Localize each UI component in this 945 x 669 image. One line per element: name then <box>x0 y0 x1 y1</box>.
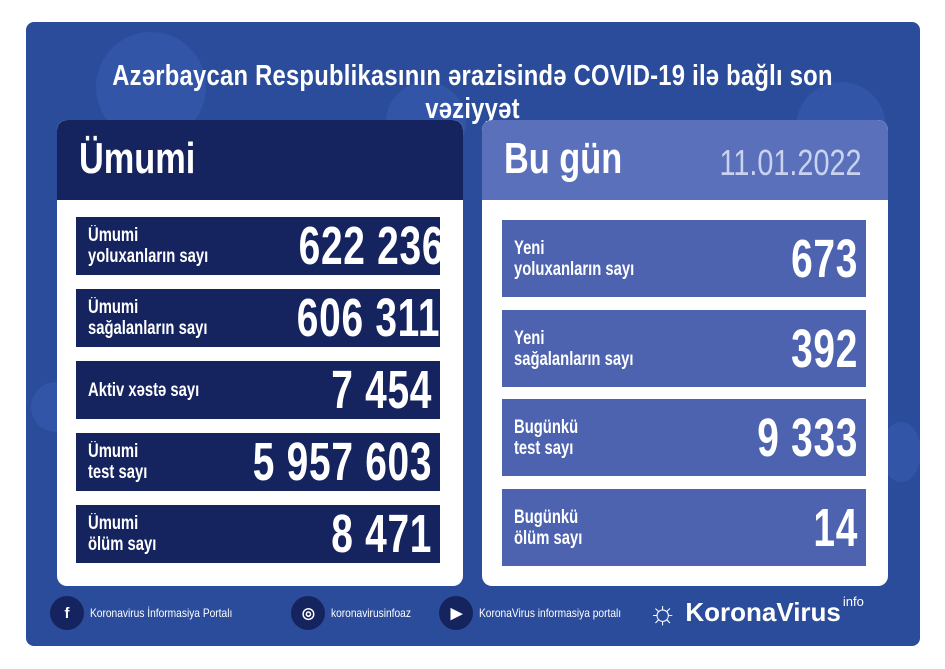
row-label: Ümumi <box>88 297 139 318</box>
today-date: 11.01.2022 <box>719 142 862 183</box>
row-label: test sayı <box>514 437 574 459</box>
youtube-label: KoronaVirus informasiya portalı <box>479 606 622 620</box>
row-label: Ümumi <box>88 441 139 462</box>
row-label: Yeni <box>514 237 545 259</box>
row-value: 606 311 <box>296 288 441 348</box>
sun-virus-icon: ☼ <box>648 594 678 630</box>
page-title: Azərbaycan Respublikasının ərazisində CO… <box>112 60 833 125</box>
row-label: sağalanların sayı <box>514 348 634 370</box>
total-heading: Ümumi <box>79 134 196 183</box>
row-label: Aktiv xəstə sayı <box>88 379 200 401</box>
row-label: Yeni <box>514 327 545 349</box>
row-value: 14 <box>813 497 858 558</box>
total-row: Ümumi test sayı 5 957 603 <box>76 432 440 492</box>
total-row: Ümumi ölüm sayı 8 471 <box>76 504 440 564</box>
youtube-icon: ▶ <box>439 596 474 630</box>
total-header: Ümumi <box>57 120 463 200</box>
today-row: Yeni yoluxanların sayı 673 <box>502 220 866 297</box>
instagram-label: koronavirusinfoaz <box>331 606 412 620</box>
instagram-icon: ◎ <box>291 596 326 630</box>
row-label: test sayı <box>88 462 148 483</box>
today-row: Bugünkü test sayı 9 333 <box>502 399 866 476</box>
total-row: Aktiv xəstə sayı 7 454 <box>76 360 440 420</box>
row-label: ölüm sayı <box>514 527 583 549</box>
youtube-link[interactable]: ▶ KoronaVirus informasiya portalı <box>439 596 646 630</box>
row-value: 8 471 <box>331 504 432 564</box>
row-label: sağalanların sayı <box>88 318 208 339</box>
today-panel: Bu gün 11.01.2022 Yeni yoluxanların sayı 6… <box>482 120 888 586</box>
logo-name: KoronaVirus <box>685 597 841 627</box>
row-label: Bugünkü <box>514 506 579 528</box>
facebook-label: Koronavirus İnformasiya Portalı <box>90 606 233 620</box>
total-row: Ümumi sağalanların sayı 606 311 <box>76 288 441 348</box>
row-value: 7 454 <box>331 360 432 420</box>
row-value: 9 333 <box>757 407 858 468</box>
row-label: yoluxanların sayı <box>514 258 635 280</box>
row-label: yoluxanların sayı <box>88 246 209 267</box>
today-row: Bugünkü ölüm sayı 14 <box>502 489 866 566</box>
today-row: Yeni sağalanların sayı 392 <box>502 310 866 387</box>
footer: f Koronavirus İnformasiya Portalı ◎ korona… <box>50 596 661 630</box>
facebook-icon: f <box>50 596 84 630</box>
today-header: Bu gün 11.01.2022 <box>482 120 888 200</box>
row-label: ölüm sayı <box>88 534 157 555</box>
row-value: 392 <box>790 318 858 379</box>
total-row: Ümumi yoluxanların sayı 622 236 <box>76 216 444 276</box>
row-value: 673 <box>790 228 858 289</box>
today-heading: Bu gün <box>504 134 623 183</box>
logo-sup: info <box>842 594 864 609</box>
facebook-link[interactable]: f Koronavirus İnformasiya Portalı <box>50 596 257 630</box>
row-label: Ümumi <box>88 225 139 246</box>
row-label: Ümumi <box>88 513 139 534</box>
row-value: 622 236 <box>298 216 445 276</box>
instagram-link[interactable]: ◎ koronavirusinfoaz <box>291 596 425 630</box>
koronavirus-logo: ☼ KoronaVirus info <box>648 594 864 631</box>
row-label: Bugünkü <box>514 416 579 438</box>
total-panel: Ümumi Ümumi yoluxanların sayı 622 236 Ümum… <box>57 120 463 586</box>
row-value: 5 957 603 <box>252 432 432 492</box>
